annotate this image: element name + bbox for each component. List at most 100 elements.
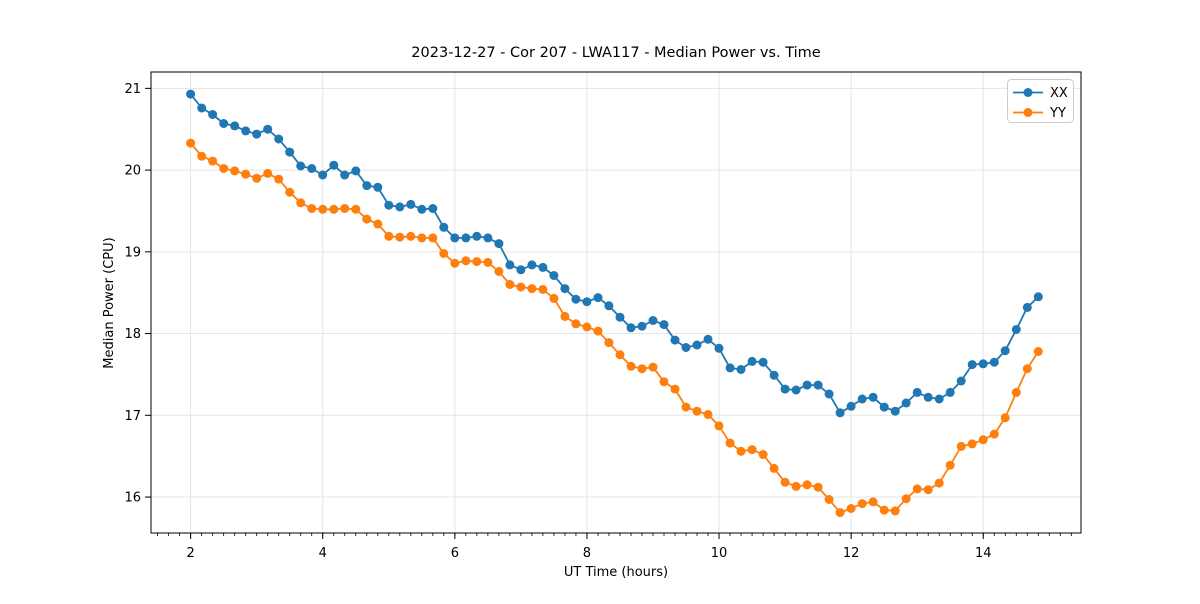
data-point-xx [538,262,548,272]
data-point-xx [516,265,526,275]
data-point-yy [241,169,251,179]
data-point-yy [934,478,944,488]
data-point-xx [494,239,504,249]
data-point-xx [1011,325,1021,334]
x-tick-label: 4 [319,546,327,561]
y-tick-label: 21 [124,82,141,97]
data-point-yy [1011,387,1021,397]
data-point-yy [549,293,559,303]
data-point-xx [714,343,724,353]
series-xx [186,89,1043,418]
data-point-xx [945,387,955,397]
data-point-xx [736,365,746,374]
y-tick-label: 19 [124,245,141,260]
data-point-xx [659,320,669,330]
data-point-yy [329,204,339,214]
data-point-xx [384,200,394,210]
chart-title: 2023-12-27 - Cor 207 - LWA117 - Median P… [411,45,820,61]
data-point-xx [1033,292,1043,302]
data-point-xx [681,343,691,352]
data-point-yy [1022,364,1032,374]
data-point-yy [560,311,570,321]
data-point-yy [670,384,680,394]
data-point-xx [197,103,207,113]
data-point-yy [505,280,515,289]
data-point-xx [428,204,438,213]
data-point-xx [395,202,405,212]
data-point-yy [208,156,218,166]
data-point-yy [1000,413,1010,423]
data-point-xx [219,119,229,128]
data-point-xx [670,335,680,345]
legend-marker-xx [1023,88,1033,97]
data-point-xx [626,323,636,333]
data-point-yy [318,204,328,214]
series-line-yy [189,142,1040,514]
data-point-yy [637,364,647,374]
data-point-yy [835,508,845,518]
data-point-xx [1022,302,1032,312]
data-point-xx [956,376,966,386]
data-point-xx [593,293,603,303]
data-point-xx [780,384,790,394]
data-point-xx [373,182,383,192]
data-point-yy [681,402,691,412]
data-point-yy [593,326,603,336]
data-point-yy [659,377,669,387]
data-point-yy [758,450,768,459]
data-point-yy [769,463,779,473]
data-point-xx [604,301,614,311]
data-point-xx [967,360,977,370]
data-point-yy [285,187,295,197]
data-point-yy [989,429,999,439]
data-point-yy [802,480,812,490]
y-tick-label: 17 [124,409,141,424]
data-point-xx [802,380,812,390]
data-point-xx [703,334,713,344]
data-point-yy [395,232,405,242]
data-point-xx [252,129,262,139]
data-point-yy [439,249,449,258]
y-axis-label: Median Power (CPU) [102,237,117,368]
x-tick-label: 6 [451,546,459,561]
plot-area [150,71,1082,534]
data-point-yy [571,319,581,329]
data-point-yy [857,499,867,509]
data-point-xx [725,363,735,373]
data-point-xx [846,401,856,411]
data-point-yy [538,284,548,294]
data-point-xx [978,359,988,369]
data-point-xx [351,166,361,176]
data-point-yy [428,233,438,243]
x-tick-label: 14 [975,546,992,561]
data-point-yy [868,497,878,507]
data-point-xx [571,294,581,304]
data-point-xx [527,260,537,270]
data-point-xx [362,181,372,191]
data-point-yy [780,477,790,487]
data-point-yy [714,421,724,431]
legend-label-xx: XX [1050,86,1068,101]
legend-marker-yy [1023,108,1033,117]
data-point-yy [417,233,427,243]
data-point-xx [450,233,460,243]
data-point-yy [252,173,262,183]
data-point-xx [208,110,218,119]
data-point-xx [263,124,273,134]
data-point-yy [912,484,922,494]
data-point-xx [417,204,427,214]
data-point-yy [890,506,900,516]
data-point-yy [340,204,350,213]
data-point-xx [868,392,878,402]
data-point-xx [835,408,845,418]
data-point-xx [582,297,592,307]
data-point-yy [747,445,757,455]
data-point-xx [241,126,251,136]
data-point-xx [857,394,867,404]
data-point-yy [648,362,658,372]
data-point-xx [615,312,625,322]
data-point-xx [890,406,900,416]
x-axis-label: UT Time (hours) [564,565,668,580]
data-point-yy [879,505,889,515]
